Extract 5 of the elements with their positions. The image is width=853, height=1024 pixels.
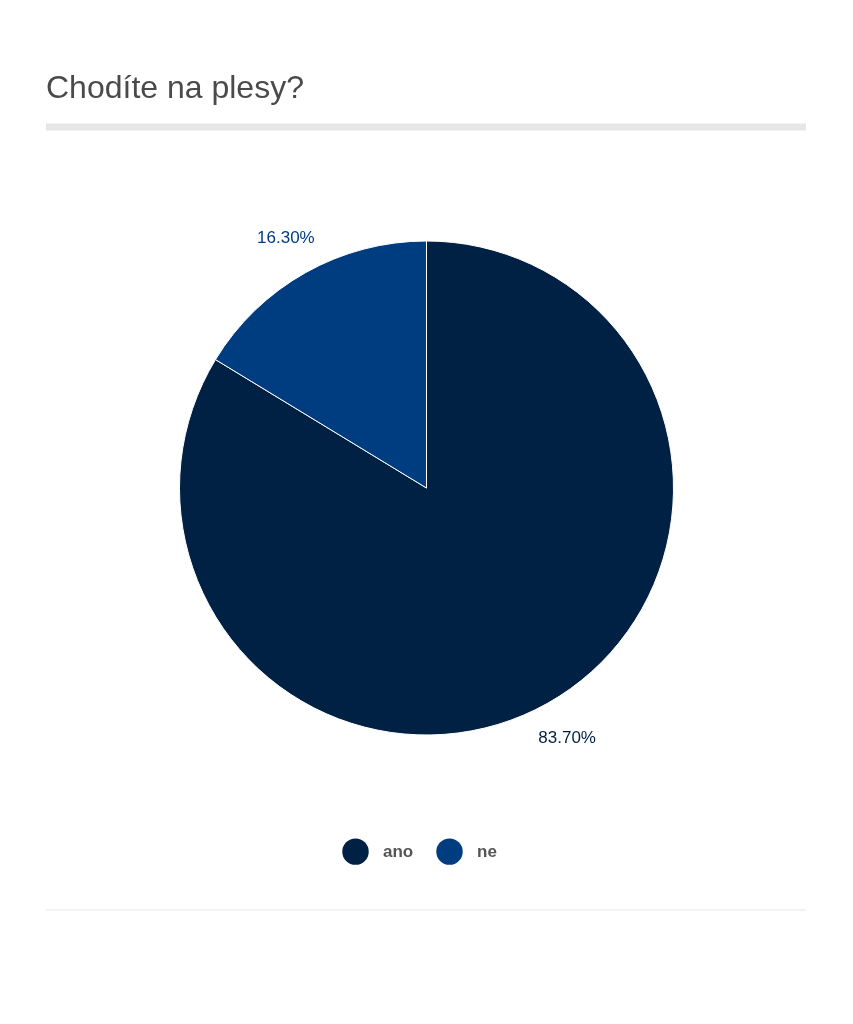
legend-label: ano	[383, 841, 414, 861]
data-label: 16.30%	[257, 227, 315, 247]
chart-title: Chodíte na plesy?	[46, 69, 304, 105]
data-label: 83.70%	[538, 728, 596, 748]
legend-label: ne	[477, 841, 497, 861]
